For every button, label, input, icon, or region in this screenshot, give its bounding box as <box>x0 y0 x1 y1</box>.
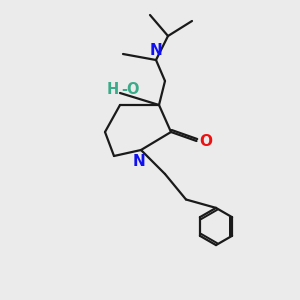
Text: -O: -O <box>122 82 140 98</box>
Text: N: N <box>133 154 146 169</box>
Text: H: H <box>106 82 118 98</box>
Text: O: O <box>199 134 212 148</box>
Text: N: N <box>150 44 162 59</box>
